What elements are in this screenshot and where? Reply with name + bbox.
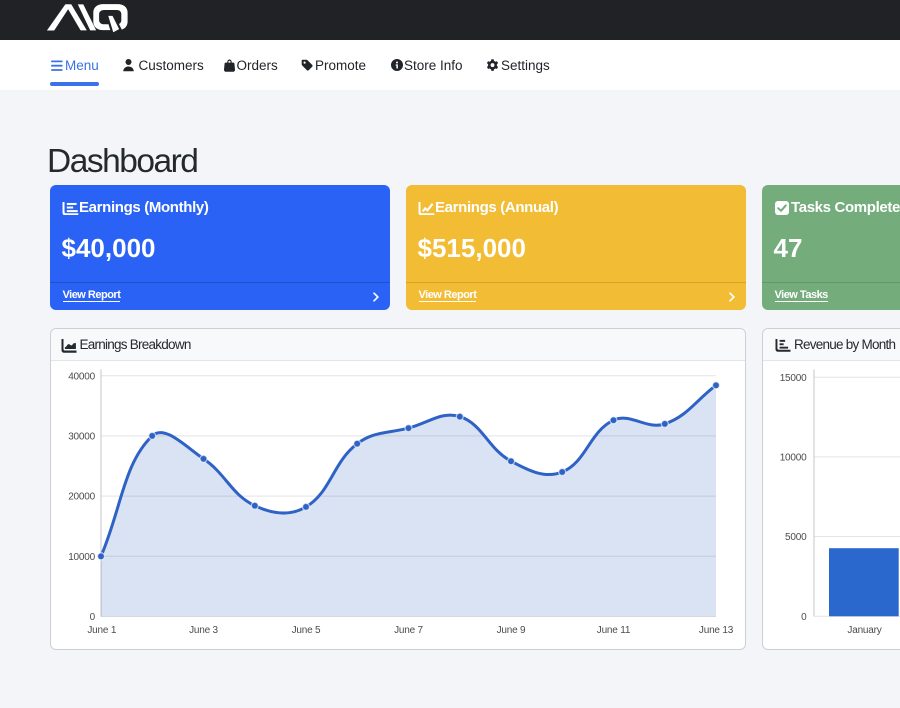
svg-text:20000: 20000 — [68, 491, 95, 502]
svg-text:June 7: June 7 — [394, 625, 423, 636]
svg-text:June 9: June 9 — [497, 625, 526, 636]
svg-text:0: 0 — [801, 611, 807, 622]
svg-text:10000: 10000 — [68, 551, 95, 562]
svg-text:January: January — [847, 625, 881, 636]
svg-text:June 1: June 1 — [87, 625, 116, 636]
svg-text:June 11: June 11 — [597, 625, 631, 636]
svg-text:June 13: June 13 — [699, 625, 734, 636]
svg-text:10000: 10000 — [780, 452, 807, 463]
svg-text:June 5: June 5 — [292, 625, 321, 636]
svg-text:30000: 30000 — [68, 431, 95, 442]
svg-text:5000: 5000 — [785, 532, 807, 543]
svg-text:0: 0 — [90, 612, 96, 623]
svg-text:15000: 15000 — [780, 372, 807, 383]
svg-text:June 3: June 3 — [189, 625, 218, 636]
svg-text:40000: 40000 — [68, 371, 95, 382]
